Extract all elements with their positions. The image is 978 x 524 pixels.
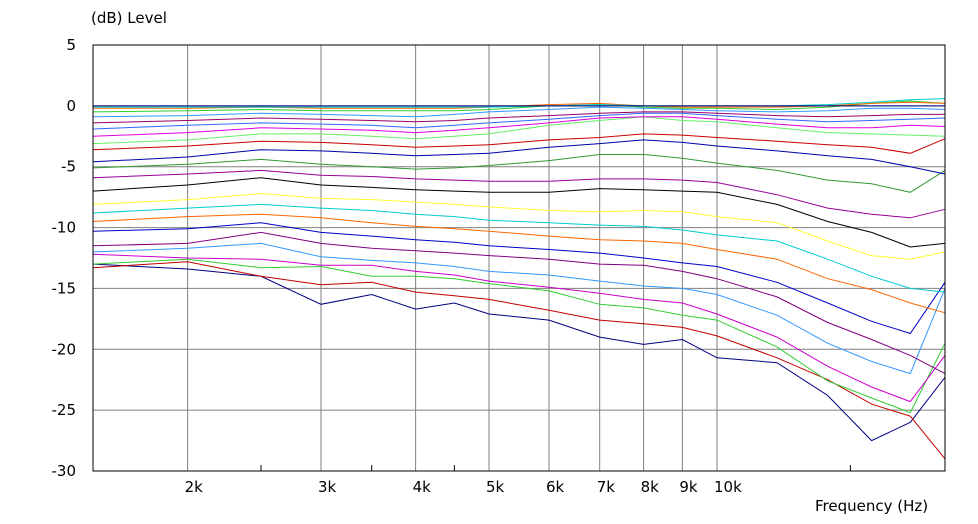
y-tick-label: -25: [52, 401, 77, 419]
series-line-5: [92, 242, 946, 375]
y-tick-label: -20: [52, 340, 77, 358]
series-line-10: [92, 192, 946, 260]
plot-area: [92, 44, 946, 472]
series-line-9: [92, 203, 946, 293]
series-line-11: [92, 177, 946, 248]
x-tick-label: 10k: [714, 478, 742, 496]
x-tick-label: 6k: [546, 478, 565, 496]
y-tick-label: -10: [52, 219, 77, 237]
x-tick-label: 2k: [185, 478, 204, 496]
series-line-12: [92, 169, 946, 219]
y-tick-label: -30: [52, 462, 77, 480]
plot-frame: [92, 44, 946, 472]
x-tick-label: 3k: [318, 478, 337, 496]
series-line-6: [92, 231, 946, 375]
series-line-16: [92, 116, 946, 145]
series-line-14: [92, 139, 946, 175]
y-tick-label: -5: [61, 158, 76, 176]
x-axis-label: Frequency (Hz): [815, 497, 929, 515]
x-tick-label: 9k: [679, 478, 698, 496]
series-line-4: [92, 253, 946, 403]
x-tick-label: 5k: [486, 478, 505, 496]
x-tick-label: 8k: [641, 478, 660, 496]
series-line-15: [92, 133, 946, 154]
series-line-13: [92, 154, 946, 193]
series-line-8: [92, 213, 946, 314]
y-axis-label: (dB) Level: [91, 9, 167, 27]
y-tick-label: 0: [66, 97, 76, 115]
series-line-17: [92, 116, 946, 137]
x-tick-label: 4k: [413, 478, 432, 496]
series-line-1: [92, 263, 946, 442]
x-tick-label: 7k: [597, 478, 616, 496]
y-tick-label: -15: [52, 279, 77, 297]
series-line-3: [92, 258, 946, 414]
series-line-23: [93, 98, 946, 108]
y-tick-label: 5: [66, 36, 76, 54]
series-line-7: [92, 222, 946, 335]
series-line-20: [92, 106, 946, 118]
series-line-18: [92, 112, 946, 130]
series-line-19: [92, 111, 945, 124]
